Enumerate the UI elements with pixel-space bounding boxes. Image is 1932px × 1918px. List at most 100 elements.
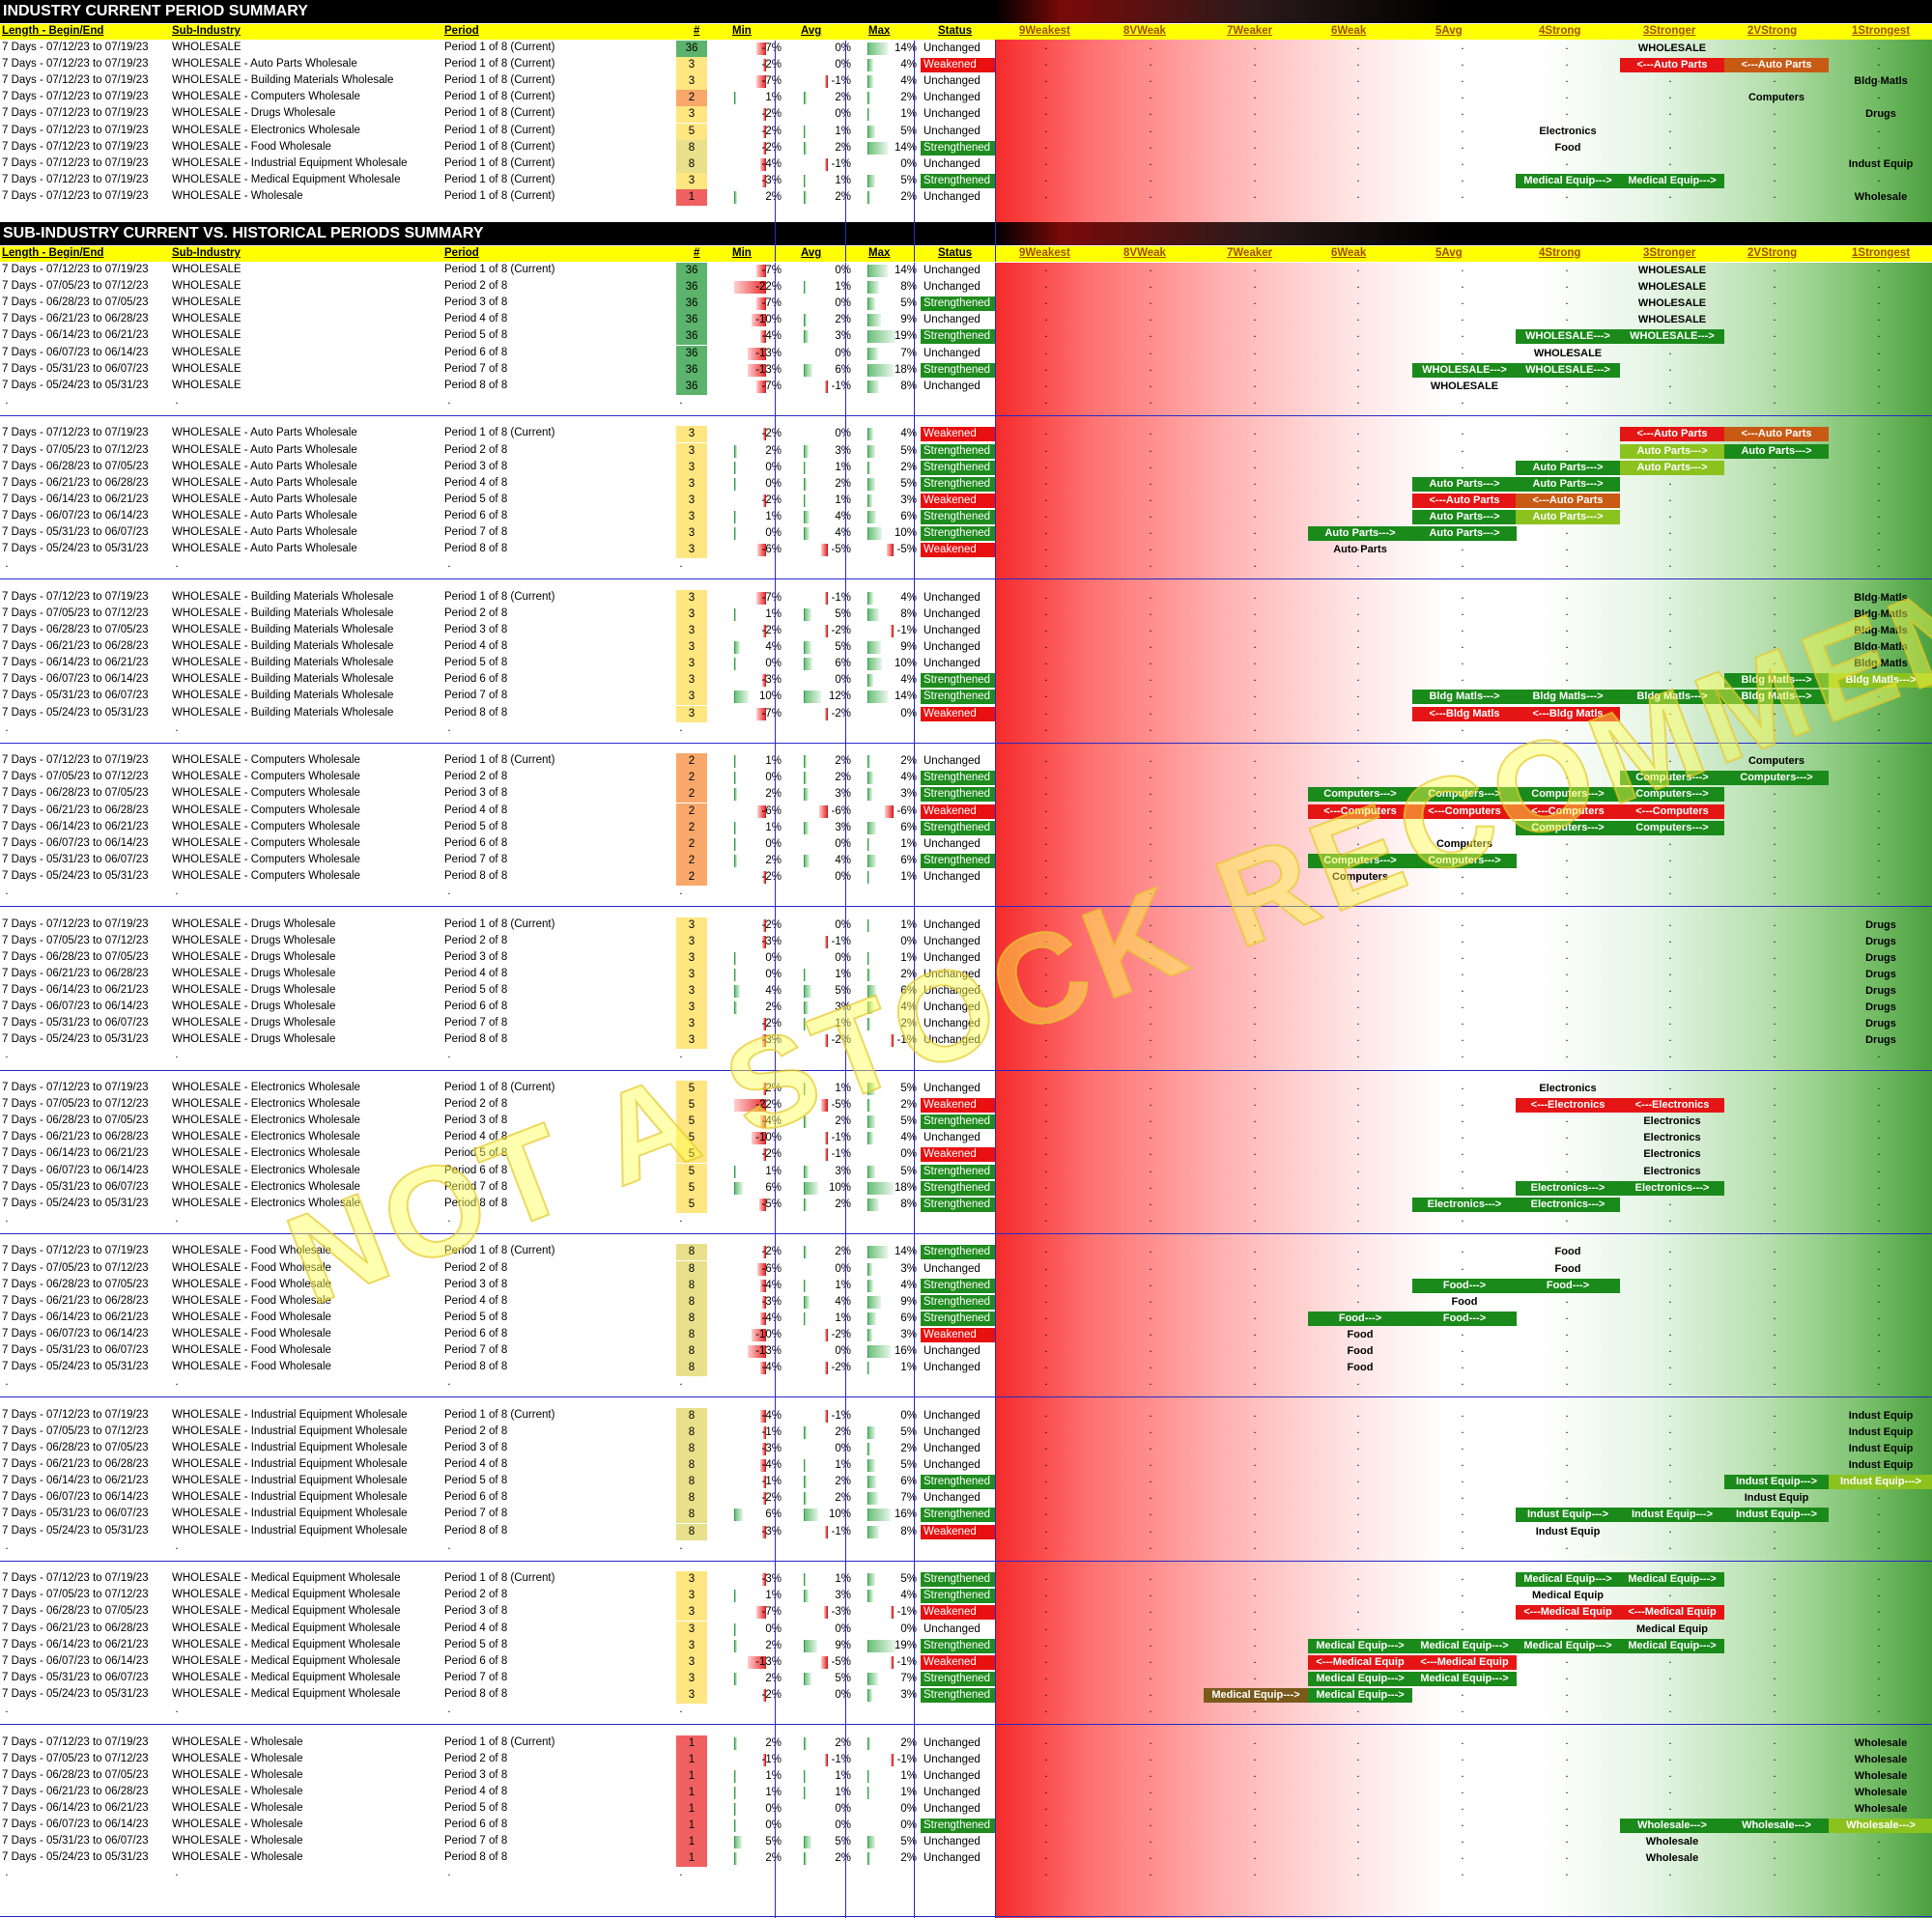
dot-marker: .: [1356, 1784, 1360, 1796]
length-cell: 7 Days - 07/12/23 to 07/19/23: [2, 42, 149, 53]
max-value: 5%: [900, 174, 917, 186]
min-bar: [757, 544, 766, 557]
blank-row: .............: [0, 886, 1932, 902]
period-cell: Period 5 of 8: [444, 493, 508, 505]
period-cell: Period 1 of 8 (Current): [444, 590, 555, 603]
dot-marker: .: [1565, 1114, 1569, 1126]
dot-marker: .: [1565, 1360, 1569, 1372]
max-bar: [867, 870, 869, 884]
dot-marker: .: [1461, 1212, 1464, 1225]
count-cell: 3: [676, 639, 707, 657]
dot-marker: .: [1877, 1343, 1881, 1355]
count-cell: 8: [676, 1277, 707, 1294]
max-value: 0%: [900, 1819, 917, 1832]
avg-cell: 0%: [800, 346, 853, 362]
table-row: 7 Days - 07/12/23 to 07/19/23 WHOLESALE -…: [0, 1407, 1932, 1424]
dot-marker: .: [1668, 508, 1672, 521]
avg-cell: 1%: [800, 1768, 853, 1785]
dot-marker: .: [1668, 90, 1672, 102]
avg-value: 0%: [835, 347, 851, 359]
dot-marker: .: [1565, 1032, 1569, 1045]
table-row: 7 Days - 07/05/23 to 07/12/23 WHOLESALE -…: [0, 442, 1932, 460]
max-cell: 16%: [866, 1343, 919, 1360]
strength-cell: Indust Equip--->: [1829, 1475, 1932, 1490]
dot-marker: .: [1253, 689, 1257, 701]
max-value: 1%: [900, 951, 917, 964]
avg-cell: 1%: [800, 460, 853, 476]
length-cell: 7 Days - 06/21/23 to 06/28/23: [2, 1622, 149, 1634]
dot-marker: .: [1044, 589, 1048, 602]
header-strength-2: 8VWeak: [1123, 247, 1166, 259]
dot-marker: .: [1044, 378, 1048, 390]
strength-cell: Bldg Matls: [1854, 641, 1908, 654]
max-value: -6%: [896, 804, 917, 817]
period-cell: Period 7 of 8: [444, 362, 508, 375]
dot-marker: .: [1565, 1867, 1569, 1879]
dot-marker: .: [1149, 1441, 1152, 1453]
sub-industry-cell: WHOLESALE - Industrial Equipment Wholesa…: [172, 1491, 408, 1504]
dot-marker: .: [1253, 983, 1257, 995]
status-cell: Strengthened: [921, 690, 995, 705]
avg-cell: 0%: [800, 950, 853, 967]
dot-marker: .: [1877, 1539, 1881, 1552]
avg-cell: 2%: [800, 140, 853, 156]
dot-marker: .: [1044, 835, 1048, 848]
dot-marker: .: [1773, 705, 1776, 718]
dot-marker: .: [1149, 868, 1152, 881]
strength-cell: Computers: [1331, 870, 1389, 883]
strength-cell: Indust Equip: [1848, 1459, 1914, 1472]
max-value: 8%: [900, 380, 917, 392]
max-bar: [867, 1769, 869, 1783]
dot-marker: .: [1668, 1293, 1672, 1306]
dot-marker: .: [1877, 606, 1881, 618]
max-cell: 4%: [866, 57, 919, 73]
dot-marker: .: [679, 558, 683, 571]
dot-marker: .: [1253, 312, 1257, 324]
period-cell: Period 7 of 8: [444, 1344, 508, 1356]
count-cell: 1: [676, 1767, 707, 1785]
avg-value: 0%: [835, 918, 851, 931]
dot-marker: .: [5, 558, 9, 571]
min-value: -13%: [755, 363, 781, 376]
avg-value: 0%: [835, 59, 851, 71]
sub-industry-cell: WHOLESALE - Computers Wholesale: [172, 820, 360, 832]
dot-marker: .: [1253, 1114, 1257, 1126]
table-row: 7 Days - 07/12/23 to 07/19/23 WHOLESALE -…: [0, 139, 1932, 156]
dot-marker: .: [1356, 1244, 1360, 1256]
min-bar: [734, 461, 736, 474]
dot-marker: .: [1253, 1490, 1257, 1503]
min-cell: -2%: [730, 1081, 783, 1097]
strength-cell: Bldg Matls: [1854, 658, 1908, 670]
min-bar: [734, 821, 736, 834]
sub-industry-cell: WHOLESALE - Drugs Wholesale: [172, 1017, 336, 1030]
strength-cell: Drugs: [1865, 951, 1896, 964]
min-bar: [760, 1279, 766, 1292]
period-cell: Period 1 of 8 (Current): [444, 264, 555, 275]
min-value: -3%: [761, 1295, 781, 1308]
length-cell: 7 Days - 07/12/23 to 07/19/23: [2, 264, 149, 275]
sub-industry-cell: WHOLESALE - Electronics Wholesale: [172, 1197, 360, 1209]
max-cell: 5%: [866, 173, 919, 189]
strength-cell: Computers--->: [1516, 820, 1620, 835]
min-cell: -2%: [730, 57, 783, 73]
dot-marker: .: [1149, 492, 1152, 504]
dot-marker: .: [1253, 1604, 1257, 1617]
dot-marker: .: [1044, 1260, 1048, 1273]
dot-marker: .: [1773, 73, 1776, 86]
strength-cell: Auto Parts--->: [1620, 443, 1724, 459]
count-cell: 5: [676, 1179, 707, 1197]
dot-marker: .: [1565, 296, 1569, 308]
strength-cell: Food: [1554, 1262, 1581, 1275]
strength-cell: Auto Parts--->: [1516, 460, 1620, 475]
dot-marker: .: [1149, 639, 1152, 652]
dot-marker: .: [1253, 1571, 1257, 1584]
period-cell: Period 7 of 8: [444, 853, 508, 865]
avg-bar: [804, 641, 811, 655]
min-cell: 0%: [730, 476, 783, 493]
table-row: 7 Days - 06/07/23 to 06/14/23 WHOLESALE -…: [0, 1818, 1932, 1835]
dot-marker: .: [1773, 1244, 1776, 1256]
count-cell: 3: [676, 589, 707, 606]
sub-industry-cell: WHOLESALE - Electronics Wholesale: [172, 1164, 360, 1176]
avg-value: -1%: [831, 1753, 851, 1765]
dot-marker: .: [1877, 1244, 1881, 1256]
